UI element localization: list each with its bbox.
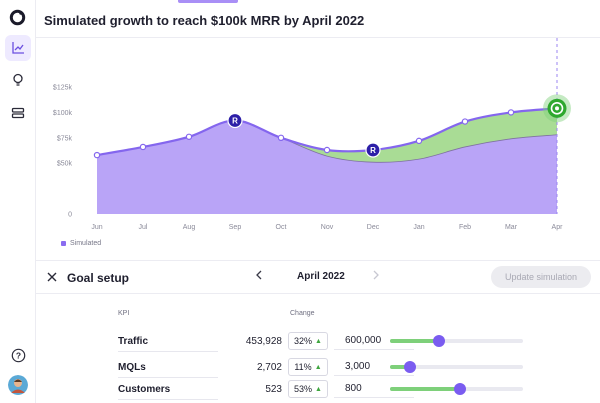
- lightbulb-icon: [13, 73, 23, 86]
- avatar[interactable]: [8, 375, 28, 395]
- data-point: [139, 143, 147, 151]
- arrow-up-icon: ▲: [315, 337, 322, 345]
- slider-thumb[interactable]: [433, 335, 446, 347]
- close-button[interactable]: [45, 270, 59, 284]
- kpi-row-traffic: Traffic 453,928 32% ▲ 600,000: [36, 332, 600, 356]
- slider-fill: [390, 387, 461, 391]
- change-value: 11%: [294, 362, 312, 372]
- slider-thumb[interactable]: [454, 383, 467, 395]
- target-slider[interactable]: [390, 361, 523, 373]
- next-month-button[interactable]: [372, 270, 380, 283]
- y-tick-label: $100k: [53, 110, 73, 117]
- x-tick-label: Apr: [552, 224, 564, 231]
- kpi-name: MQLs: [118, 362, 146, 373]
- target-marker-ring: [550, 102, 564, 115]
- data-point: [461, 118, 469, 125]
- area-simulated: [97, 120, 557, 214]
- x-tick-label: Jun: [91, 224, 102, 231]
- growth-chart: 0 $50k $75k $100k $125k Jun Jul Aug Sep Oct Nov Dec…: [36, 38, 600, 260]
- x-tick-label: Sep: [229, 224, 242, 231]
- chevron-right-icon: [373, 270, 379, 280]
- update-simulation-button[interactable]: Update simulation: [491, 266, 591, 288]
- kpi-current-value: 523: [265, 384, 282, 395]
- logo-icon: [9, 9, 26, 26]
- target-input[interactable]: 600,000: [334, 332, 414, 350]
- slider-thumb[interactable]: [403, 361, 416, 373]
- target-marker-dot: [555, 106, 559, 111]
- row-divider: [118, 399, 218, 400]
- change-badge: 11% ▲: [288, 358, 328, 376]
- slider-fill: [390, 365, 410, 369]
- sidebar-item-chart[interactable]: [5, 35, 31, 61]
- milestone-label: R: [370, 146, 376, 155]
- growth-chart-svg: 0 $50k $75k $100k $125k Jun Jul Aug Sep Oct Nov Dec…: [53, 38, 571, 231]
- x-tick-label: Nov: [321, 224, 334, 231]
- goal-setup-title: Goal setup: [67, 271, 130, 285]
- kpi-row-mqls: MQLs 2,702 11% ▲ 3,000: [36, 358, 600, 382]
- milestone-marker: [227, 112, 243, 129]
- x-tick-label: Dec: [367, 224, 380, 231]
- data-point: [415, 137, 423, 145]
- selected-month: April 2022: [297, 271, 345, 282]
- data-point: [185, 133, 193, 140]
- previous-month-button[interactable]: [255, 270, 263, 283]
- milestone-label: R: [232, 117, 238, 126]
- kpi-row-customers: Customers 523 53% ▲ 800: [36, 380, 600, 403]
- x-tick-label: Mar: [505, 224, 518, 231]
- help-button[interactable]: ?: [5, 342, 31, 368]
- help-icon: ?: [11, 348, 25, 362]
- target-slider[interactable]: [390, 383, 523, 395]
- y-tick-label: $125k: [53, 85, 73, 92]
- y-tick-label: $50k: [57, 161, 73, 168]
- row-divider: [118, 351, 218, 352]
- arrow-up-icon: ▲: [314, 363, 322, 371]
- slider-fill: [390, 339, 440, 343]
- arrow-up-icon: ▲: [315, 385, 322, 393]
- goal-setup-bar: Goal setup April 2022 Update simulation: [36, 260, 600, 294]
- sidebar-item-ideas[interactable]: [5, 67, 31, 93]
- kpi-name: Customers: [118, 384, 171, 395]
- close-icon: [47, 272, 57, 282]
- chart-legend: Simulated: [61, 240, 101, 247]
- legend-label-simulated: Simulated: [70, 240, 102, 247]
- layers-icon: [11, 107, 25, 119]
- x-tick-label: Jul: [139, 224, 148, 231]
- change-column-header: Change: [290, 310, 315, 317]
- y-tick-label: 0: [68, 212, 72, 219]
- change-value: 53%: [294, 384, 313, 394]
- x-tick-label: Feb: [459, 224, 471, 231]
- target-input[interactable]: 800: [334, 380, 414, 398]
- kpi-current-value: 2,702: [256, 362, 282, 373]
- svg-text:?: ?: [15, 350, 20, 360]
- area-green-delta: [97, 108, 557, 163]
- kpi-current-value: 453,928: [245, 336, 282, 347]
- legend-swatch-simulated: [61, 241, 66, 246]
- x-tick-label: Oct: [276, 224, 287, 231]
- user-avatar-icon: [8, 375, 28, 395]
- sidebar: ?: [0, 0, 36, 403]
- kpi-column-header: KPI: [118, 310, 130, 317]
- data-point: [507, 109, 515, 116]
- data-point: [93, 151, 101, 159]
- y-tick-label: $75k: [57, 135, 73, 142]
- data-point: [277, 134, 285, 142]
- change-value: 32%: [294, 336, 313, 346]
- data-point: [323, 146, 331, 154]
- target-input[interactable]: 3,000: [334, 358, 414, 376]
- milestone-marker: [365, 142, 381, 158]
- target-slider[interactable]: [390, 335, 523, 347]
- chart-icon: [12, 42, 24, 54]
- page-title: Simulated growth to reach $100k MRR by A…: [44, 13, 365, 28]
- active-tab-indicator: [178, 0, 238, 3]
- x-tick-label: Aug: [183, 224, 196, 231]
- x-tick-label: Jan: [413, 224, 424, 231]
- kpi-table: KPI Change Traffic 453,928 32% ▲ 600,000…: [36, 294, 600, 403]
- kpi-name: Traffic: [118, 336, 149, 347]
- change-badge: 53% ▲: [288, 380, 328, 398]
- change-badge: 32% ▲: [288, 332, 328, 350]
- chevron-left-icon: [256, 270, 262, 280]
- header: Simulated growth to reach $100k MRR by A…: [36, 0, 600, 38]
- sidebar-item-layers[interactable]: [5, 100, 31, 126]
- row-divider: [118, 377, 218, 378]
